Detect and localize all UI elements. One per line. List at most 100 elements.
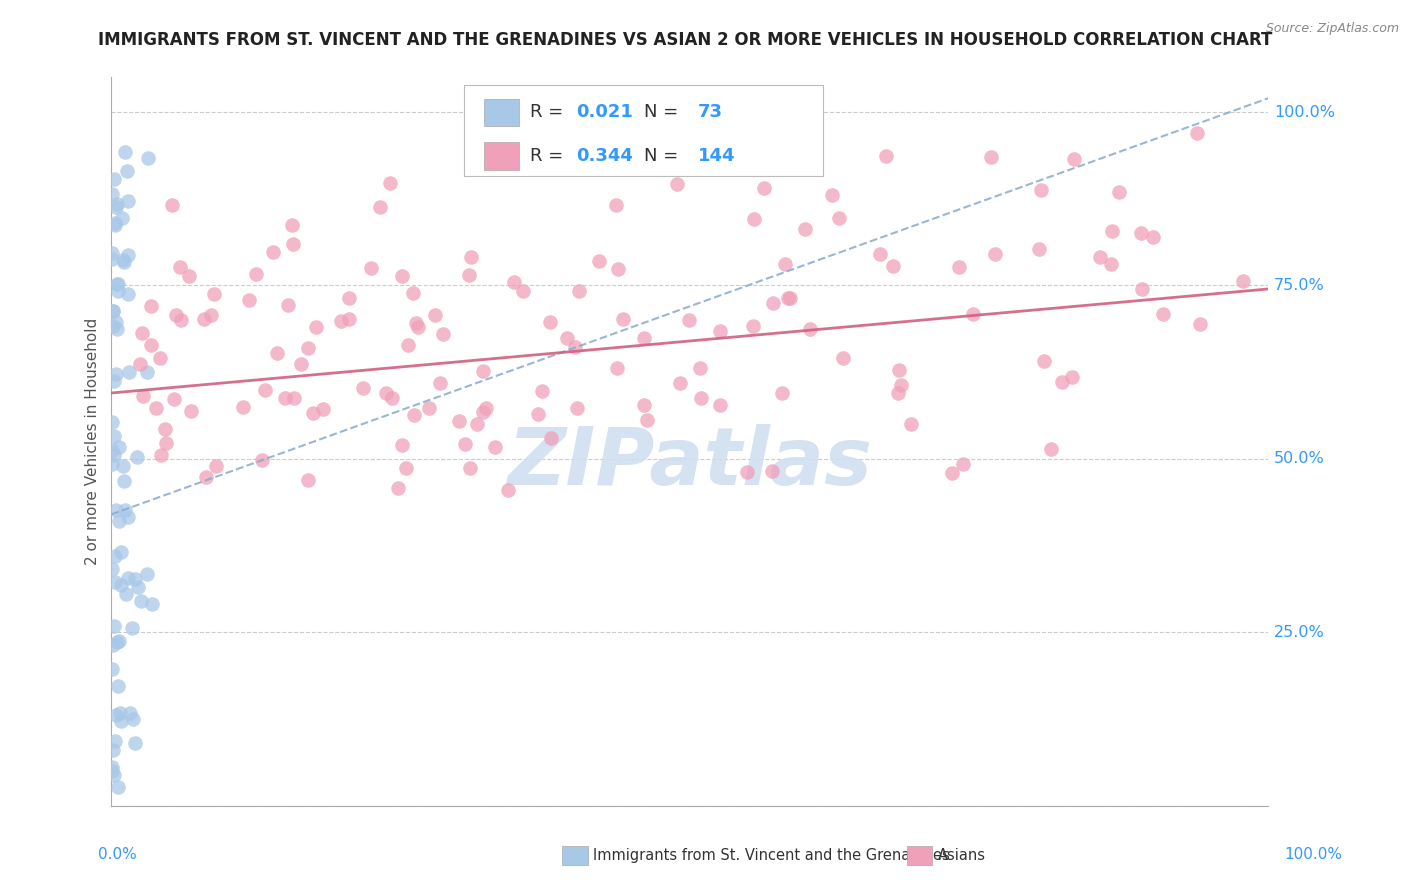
Point (281, 218, 304, 232)
Point (337, 312, 360, 326)
Point (1063, 152, 1085, 166)
Point (538, 315, 561, 329)
Point (125, 450, 148, 464)
Point (114, 503, 136, 517)
Point (101, 245, 124, 260)
Point (204, 459, 226, 474)
Point (132, 389, 155, 403)
Point (245, 267, 267, 281)
Point (742, 212, 765, 227)
Point (105, 200, 128, 214)
Point (512, 284, 534, 298)
Point (117, 247, 139, 261)
Point (395, 460, 418, 475)
Point (1032, 354, 1054, 368)
Point (1232, 275, 1254, 289)
Point (402, 409, 425, 423)
Point (360, 261, 382, 276)
Point (101, 415, 124, 429)
Point (202, 287, 225, 301)
Point (103, 172, 125, 186)
Text: 144: 144 (697, 147, 735, 165)
Point (1132, 282, 1154, 296)
Text: IMMIGRANTS FROM ST. VINCENT AND THE GRENADINES VS ASIAN 2 OR MORE VEHICLES IN HO: IMMIGRANTS FROM ST. VINCENT AND THE GREN… (98, 31, 1272, 49)
Point (454, 437, 477, 451)
Point (471, 405, 494, 419)
Point (110, 545, 132, 559)
Point (405, 316, 427, 330)
Point (689, 360, 711, 375)
Point (104, 734, 127, 748)
Point (527, 407, 550, 421)
Point (887, 386, 910, 401)
Point (875, 149, 897, 163)
Point (742, 319, 765, 334)
Point (103, 768, 125, 782)
Point (266, 346, 288, 360)
Point (606, 361, 628, 376)
Point (290, 357, 312, 371)
Point (107, 284, 129, 298)
Point (762, 296, 785, 310)
Point (101, 562, 124, 576)
Point (129, 357, 152, 371)
Point (135, 366, 157, 380)
Text: 0.344: 0.344 (576, 147, 633, 165)
Point (555, 331, 578, 345)
Point (101, 442, 124, 457)
Point (297, 341, 319, 355)
Text: Immigrants from St. Vincent and the Grenadines: Immigrants from St. Vincent and the Gren… (593, 848, 950, 863)
Point (165, 308, 187, 322)
Point (567, 401, 589, 415)
Point (131, 326, 153, 340)
Text: N =: N = (644, 147, 683, 165)
Point (1101, 224, 1123, 238)
Point (124, 736, 146, 750)
Point (391, 268, 413, 283)
Point (103, 429, 125, 443)
Point (1040, 442, 1063, 456)
Text: 50.0%: 50.0% (1274, 451, 1324, 467)
FancyBboxPatch shape (464, 85, 823, 176)
Text: R =: R = (530, 103, 569, 121)
Point (101, 186, 124, 201)
Point (117, 194, 139, 209)
Point (530, 384, 553, 399)
Point (103, 374, 125, 388)
Text: 75.0%: 75.0% (1274, 278, 1324, 293)
Point (283, 237, 305, 252)
Point (107, 515, 129, 529)
Point (773, 257, 796, 271)
Point (337, 291, 360, 305)
Point (105, 196, 128, 211)
Text: Source: ZipAtlas.com: Source: ZipAtlas.com (1265, 22, 1399, 36)
Point (540, 431, 562, 445)
Point (678, 313, 700, 327)
Point (770, 385, 793, 400)
Point (100, 252, 122, 267)
Point (761, 464, 783, 478)
Point (636, 413, 658, 427)
Point (141, 337, 163, 351)
Point (900, 417, 922, 431)
Point (283, 392, 305, 406)
Point (115, 586, 138, 600)
Point (131, 594, 153, 608)
Point (107, 679, 129, 693)
Point (145, 401, 167, 416)
Point (475, 401, 498, 415)
Point (612, 311, 634, 326)
Point (709, 398, 731, 412)
Point (869, 247, 891, 261)
Point (108, 634, 131, 648)
Point (737, 465, 759, 479)
Point (111, 252, 134, 267)
Point (406, 320, 429, 334)
Point (330, 314, 353, 328)
Point (104, 368, 127, 382)
Point (200, 308, 222, 322)
Point (101, 319, 124, 334)
Point (139, 299, 162, 313)
Point (110, 714, 132, 728)
Point (1028, 242, 1050, 256)
